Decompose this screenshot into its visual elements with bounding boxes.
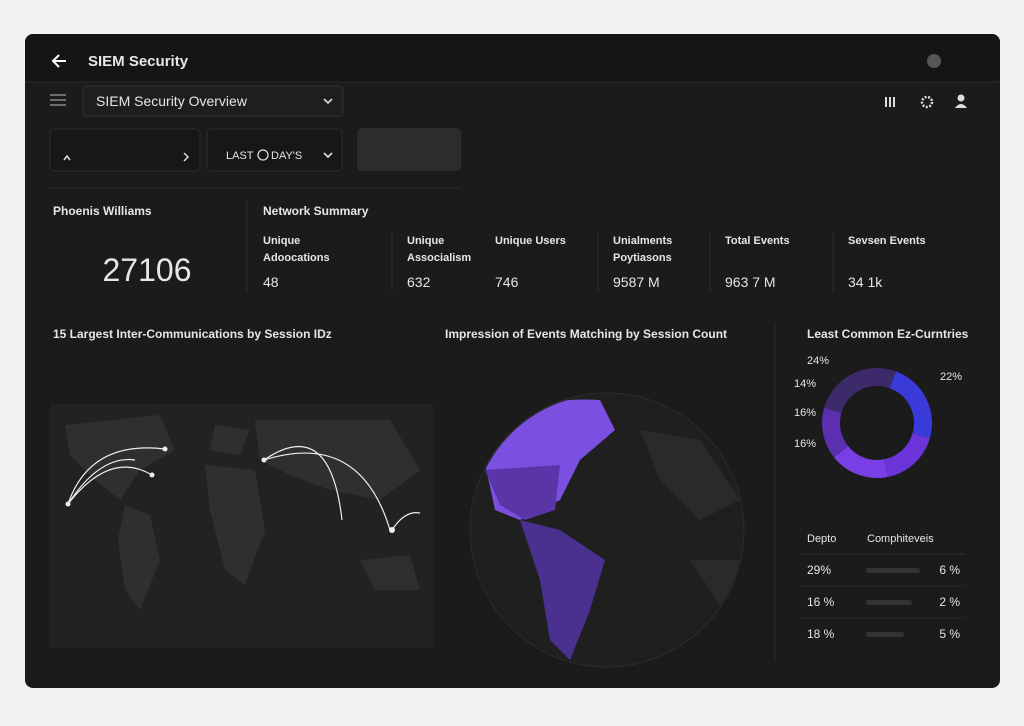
donut-segment [889,371,932,439]
arrows [63,152,190,162]
header-bar [25,34,1000,82]
metric-value: 963 7 M [725,274,776,290]
metric-label: Unique [407,235,444,247]
metric-value: 746 [495,274,519,290]
user-count: 27106 [103,252,192,288]
time-range-end: DAY'S [271,150,302,162]
back-button[interactable] [51,54,66,68]
user-button[interactable] [955,94,967,109]
metric-label: Total Events [725,235,790,247]
world-map [50,404,433,648]
parameter-input[interactable] [49,128,201,172]
columns-button[interactable] [885,97,895,107]
table: Depto Comphiteveis 29% 6 % 16 % 2 % 18 % 5 % [800,533,965,641]
metric-label: Unialments [613,235,672,247]
bar-track [866,568,920,573]
donut-label: 22% [940,371,962,383]
menu-button[interactable] [50,94,66,106]
bar-track [866,632,904,637]
metric-value: 9587 M [613,274,660,290]
cell: 6 % [939,563,960,577]
metric-label: Unique [263,235,300,247]
time-range-select[interactable] [206,128,343,172]
summary-title: Network Summary [263,204,369,218]
dashboard-select[interactable] [82,85,344,117]
metric-value: 48 [263,274,279,290]
metric-value: 632 [407,274,431,290]
donut-labels: 22% 16% 16% 14% 24% [794,355,962,450]
cell: 2 % [939,595,960,609]
user-name: Phoenis Williams [53,204,152,218]
map-title: 15 Largest Inter-Communications by Sessi… [53,327,332,341]
donut-label: 16% [794,438,816,450]
donut-label: 24% [807,355,829,367]
donut-segment [822,407,849,458]
settings-button[interactable] [920,95,934,109]
metric-label: Sevsen Events [848,235,926,247]
chevron [323,98,333,105]
chevron [323,152,333,159]
donut-segment [824,368,896,414]
cell: 5 % [939,627,960,641]
cell: 16 % [807,595,835,609]
cell: 29% [807,563,831,577]
cell: 18 % [807,627,835,641]
donut-label: 16% [794,407,816,419]
time-range-start: LAST [226,150,254,162]
bar-track [866,600,912,605]
status-icon [927,54,941,68]
globe [469,392,745,668]
donut-label: 14% [794,378,816,390]
metric-label: Poytiasons [613,252,672,264]
metric-label: Adoocations [263,252,330,264]
metric-label: Unique Users [495,235,566,247]
donut-title: Least Common Ez-Curntries [807,327,969,341]
donut-segment [834,445,888,478]
dashboard-name: SIEM Security Overview [96,93,248,109]
column-header: Comphiteveis [867,533,934,545]
globe-title: Impression of Events Matching by Session… [445,327,727,341]
metric-label: Associalism [407,252,471,264]
metric-value: 34 1k [848,274,883,290]
apply-button[interactable] [357,128,461,171]
donut-chart [822,368,932,478]
clock-icon [257,149,269,161]
donut-segment [883,432,930,477]
column-header: Depto [807,533,836,545]
metrics: Unique Adoocations 48 Unique Associalism 632 U… [263,232,926,292]
app-title: SIEM Security [88,53,189,70]
